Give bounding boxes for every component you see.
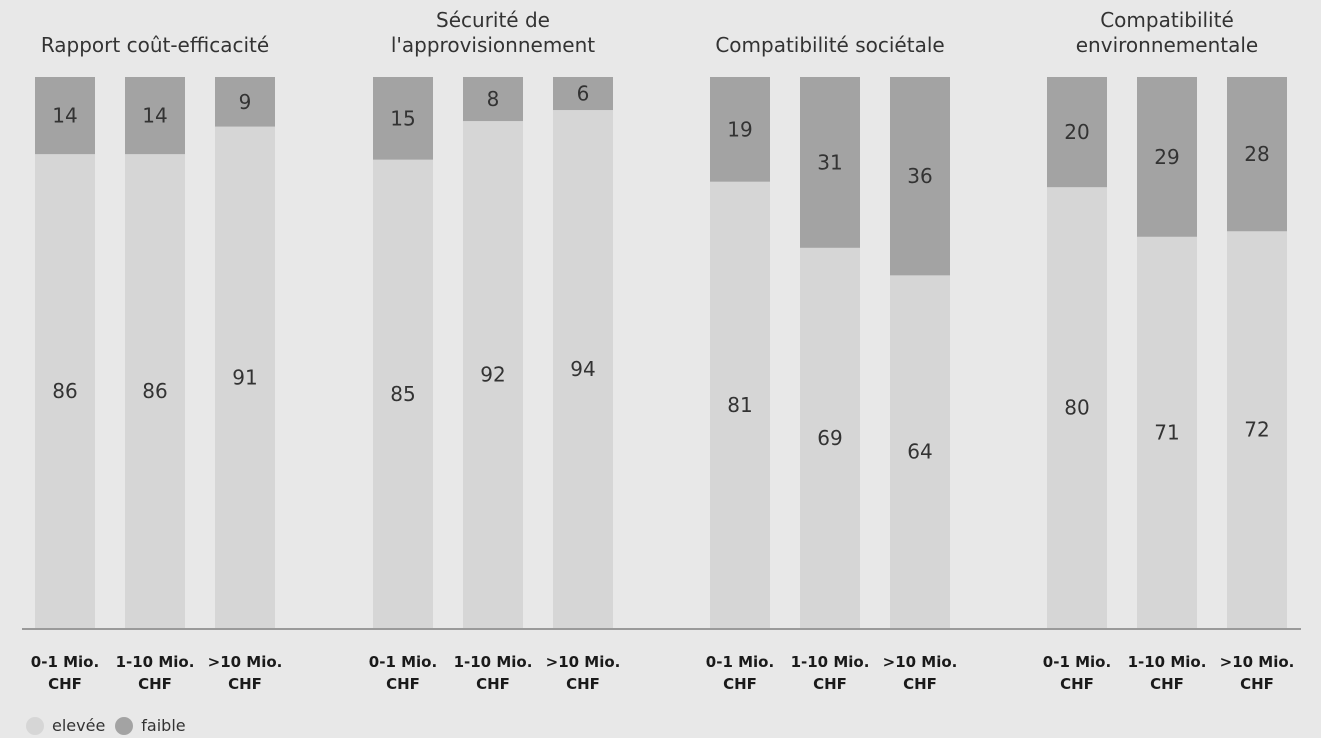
category-label: 1-10 Mio.	[1128, 653, 1207, 671]
bar-segment-high	[215, 126, 275, 628]
data-label-low: 14	[142, 104, 167, 128]
bar-segment-low	[710, 77, 770, 182]
bar-segment-high	[373, 159, 433, 628]
category-label: CHF	[476, 675, 510, 693]
data-label-low: 28	[1244, 142, 1269, 166]
category-label: CHF	[813, 675, 847, 693]
data-label-high: 71	[1154, 420, 1179, 444]
category-label: >10 Mio.	[883, 653, 958, 671]
bar-segment-low	[1047, 77, 1107, 188]
category-label: >10 Mio.	[1220, 653, 1295, 671]
data-label-high: 69	[817, 426, 842, 450]
bar-segment-low	[373, 77, 433, 160]
data-label-low: 15	[390, 106, 415, 130]
bar-segment-low	[890, 77, 950, 276]
category-label: 0-1 Mio.	[1043, 653, 1111, 671]
category-label: 1-10 Mio.	[454, 653, 533, 671]
category-label: CHF	[48, 675, 82, 693]
bar-segment-high	[1227, 231, 1287, 628]
data-label-high: 94	[570, 357, 595, 381]
category-label: CHF	[723, 675, 757, 693]
bar-segment-low	[215, 77, 275, 127]
data-label-high: 85	[390, 382, 415, 406]
legend-label-high: elevée	[52, 716, 106, 735]
category-label: CHF	[1240, 675, 1274, 693]
legend-label-low: faible	[141, 716, 186, 735]
category-label: 0-1 Mio.	[369, 653, 437, 671]
bar-segment-high	[710, 181, 770, 628]
category-label: >10 Mio.	[546, 653, 621, 671]
bar-segment-high	[553, 110, 613, 628]
category-label: 1-10 Mio.	[116, 653, 195, 671]
data-label-high: 91	[232, 365, 257, 389]
legend-swatch-high	[26, 716, 44, 735]
bar-segment-low	[463, 77, 523, 122]
data-label-low: 6	[577, 82, 590, 106]
legend: elevée faible	[26, 716, 196, 735]
bar-segment-high	[125, 154, 185, 628]
data-label-low: 36	[907, 164, 932, 188]
data-label-high: 72	[1244, 418, 1269, 442]
bar-segment-low	[1137, 77, 1197, 237]
group-title: Rapport coût-efficacité	[41, 33, 269, 57]
data-label-low: 31	[817, 150, 842, 174]
group-title: l'approvisionnement	[391, 33, 595, 57]
bar-segment-high	[890, 275, 950, 628]
bar-segment-low	[553, 77, 613, 111]
data-label-high: 86	[52, 379, 77, 403]
bar-segment-low	[35, 77, 95, 155]
bar-segment-high	[35, 154, 95, 628]
group-title: Compatibilité sociétale	[715, 33, 944, 57]
bar-segment-high	[800, 247, 860, 628]
group-title: Compatibilité	[1100, 8, 1234, 32]
bar-segment-high	[463, 121, 523, 628]
data-label-low: 29	[1154, 145, 1179, 169]
category-label: 0-1 Mio.	[706, 653, 774, 671]
category-label: CHF	[1060, 675, 1094, 693]
data-label-high: 81	[727, 393, 752, 417]
category-label: 1-10 Mio.	[791, 653, 870, 671]
bar-segment-high	[1047, 187, 1107, 628]
legend-item-high: elevée	[26, 716, 105, 735]
category-label: CHF	[228, 675, 262, 693]
data-label-low: 20	[1064, 120, 1089, 144]
category-label: 0-1 Mio.	[31, 653, 99, 671]
category-label: CHF	[386, 675, 420, 693]
category-label: CHF	[138, 675, 172, 693]
bar-segment-low	[125, 77, 185, 155]
group-title: Sécurité de	[436, 8, 550, 32]
category-label: CHF	[1150, 675, 1184, 693]
legend-item-low: faible	[115, 716, 186, 735]
data-label-low: 9	[239, 90, 252, 114]
group-title: environnementale	[1076, 33, 1258, 57]
bar-segment-low	[800, 77, 860, 248]
category-label: CHF	[566, 675, 600, 693]
data-label-high: 64	[907, 440, 932, 464]
category-label: CHF	[903, 675, 937, 693]
data-label-low: 19	[727, 117, 752, 141]
data-label-low: 8	[487, 87, 500, 111]
data-label-high: 92	[480, 363, 505, 387]
category-label: >10 Mio.	[208, 653, 283, 671]
bar-segment-low	[1227, 77, 1287, 232]
data-label-low: 14	[52, 104, 77, 128]
data-label-high: 80	[1064, 396, 1089, 420]
data-label-high: 86	[142, 379, 167, 403]
legend-swatch-low	[115, 716, 134, 735]
bar-segment-high	[1137, 236, 1197, 629]
